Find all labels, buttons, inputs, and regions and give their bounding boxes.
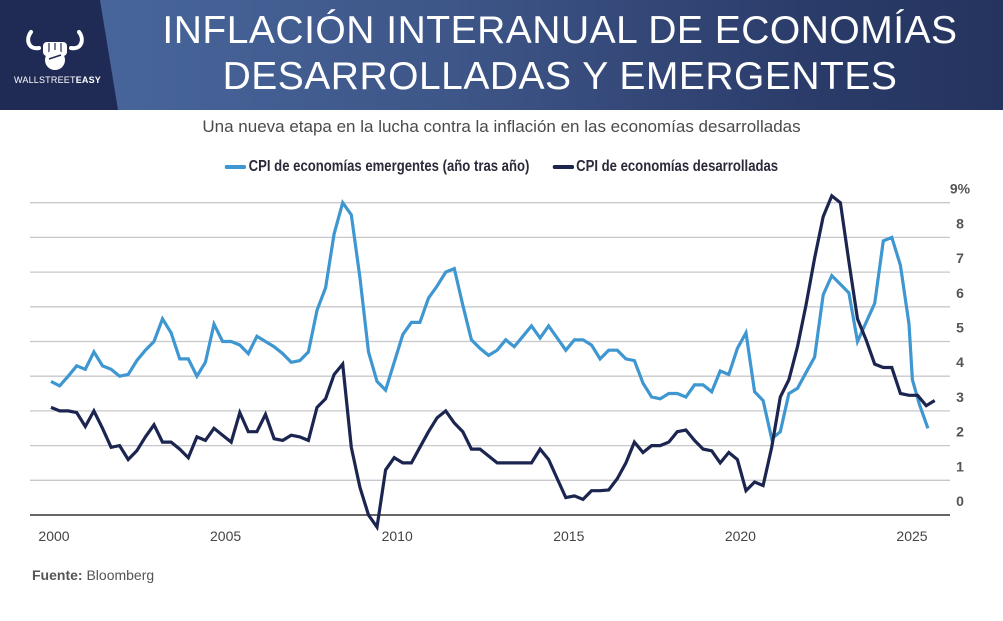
title-line-1: INFLACIÓN INTERANUAL DE ECONOMÍAS	[162, 9, 958, 52]
x-tick-label: 2000	[38, 528, 69, 544]
series-line-developed	[50, 193, 936, 532]
series-line-emerging	[50, 199, 930, 442]
x-tick-label: 2005	[210, 528, 241, 544]
x-tick-label: 2015	[553, 528, 584, 544]
x-axis-ticks: 2000 2005 2010 2015 2020 2025	[38, 528, 927, 544]
logo-text-bold: EASY	[75, 75, 101, 85]
legend-label-developed: CPI de economías desarrolladas	[576, 158, 779, 175]
x-tick-label: 2025	[896, 528, 927, 544]
legend-item-emerging: CPI de economías emergentes (año tras añ…	[224, 158, 530, 176]
page-title: INFLACIÓN INTERANUAL DE ECONOMÍAS DESARR…	[130, 8, 990, 100]
header-banner: WALLSTREETEASY INFLACIÓN INTERANUAL DE E…	[0, 0, 1003, 110]
y-tick-label: 6	[956, 285, 964, 301]
x-tick-label: 2010	[382, 528, 413, 544]
y-tick-label: 5	[956, 320, 964, 336]
source-label: Fuente:	[32, 567, 83, 583]
y-tick-label: 9%	[950, 181, 971, 197]
series-lines	[50, 193, 936, 532]
x-tick-label: 2020	[725, 528, 756, 544]
legend-item-developed: CPI de economías desarrolladas	[552, 158, 778, 176]
bull-fist-icon	[26, 30, 84, 70]
y-tick-label: 8	[956, 215, 964, 231]
legend-swatch-developed	[552, 165, 574, 169]
y-tick-label: 2	[956, 424, 964, 440]
logo-panel: WALLSTREETEASY	[0, 0, 118, 110]
y-tick-label: 3	[956, 389, 964, 405]
source-note: Fuente: Bloomberg	[32, 567, 154, 583]
source-value: Bloomberg	[86, 567, 155, 583]
logo-text: WALLSTREETEASY	[14, 75, 101, 85]
y-tick-label: 1	[956, 458, 964, 474]
legend-swatch-emerging	[224, 165, 247, 169]
chart-legend: CPI de economías emergentes (año tras añ…	[90, 158, 912, 176]
y-tick-label: 7	[956, 250, 964, 266]
logo-text-light: WALLSTREET	[14, 75, 76, 85]
y-tick-label: 4	[956, 354, 964, 370]
y-axis-ticks: 0 1 2 3 4 5 6 7 8 9%	[950, 181, 971, 509]
legend-label-emerging: CPI de economías emergentes (año tras añ…	[248, 158, 530, 175]
chart-subtitle: Una nueva etapa en la lucha contra la in…	[202, 117, 801, 136]
title-line-2: DESARROLLADAS Y EMERGENTES	[222, 55, 898, 98]
y-tick-label: 0	[956, 493, 964, 509]
gridlines	[30, 202, 950, 516]
